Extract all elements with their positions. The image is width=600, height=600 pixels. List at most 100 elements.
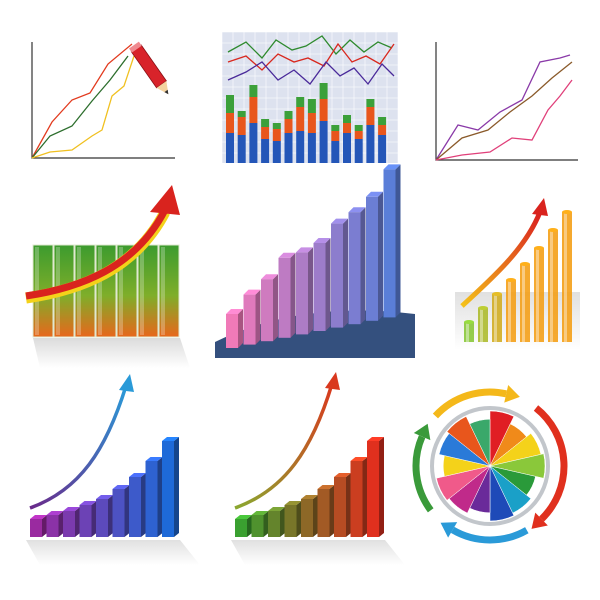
bar-shine [550,230,553,342]
bar-top [268,507,285,511]
shadow [231,540,405,565]
bar-front [162,441,174,537]
pie-ring [430,406,550,526]
icon-green-bars [231,372,405,565]
arrow-shaft [234,383,334,510]
bar-orange [237,117,246,135]
bar-blue [296,131,305,163]
arrow-green-head [413,423,431,441]
line-pink [435,79,573,161]
arrow-red [533,405,568,522]
bar-shine [480,308,483,342]
bar-green [249,85,258,97]
bar-blue [319,121,328,163]
bar-top [261,274,278,280]
pie-slice [436,465,491,501]
bar-top [30,515,47,519]
bar-front [348,212,361,325]
bar-front [145,461,158,537]
bar-front [367,441,379,537]
pie-slice [446,416,491,467]
bar-top [464,320,474,324]
bar-shine [522,264,525,342]
bar-top [79,501,97,505]
icon-line-pencil [31,41,175,159]
bar-orange [296,107,305,131]
bar-front [301,499,313,537]
bar-blue [249,123,258,163]
column-shine [77,247,81,335]
bar-top [331,218,348,224]
bar-side [313,495,318,537]
bar-side [157,457,163,537]
bar-blue [331,141,340,163]
bar-side [174,437,179,537]
bar-top [366,191,383,197]
bar-orange [284,119,293,133]
bar-front [268,511,280,537]
bar-top [278,252,296,258]
bar-side [263,511,269,537]
base [215,310,415,358]
bar [464,322,474,342]
bar [492,294,502,342]
bar-blue [378,135,387,163]
bar [506,280,516,342]
bar-orange [331,131,340,141]
bar-front [331,223,343,328]
bar-side [346,473,351,537]
pie-slice [489,465,515,522]
bar-blue [272,141,281,163]
bar-side [362,457,368,537]
icon-combo [221,31,399,163]
bar-front [366,196,378,321]
bar-front [284,505,297,537]
bar-side [124,485,130,537]
bar-side [296,501,302,537]
bar-blue [354,139,363,163]
bar-front [226,314,238,348]
arrow-shaft [29,385,128,510]
bar-front [350,461,363,537]
bar-orange [354,131,363,139]
column-shine [161,247,165,335]
shadow [26,540,200,565]
bar-front [235,519,247,537]
bar-top [534,246,544,250]
bar-top [162,437,179,441]
bar-side [273,274,278,342]
bar-front [313,243,326,331]
bar-blue [307,133,316,163]
bar-orange [249,97,258,123]
line-brown [435,61,573,161]
line-red [227,42,395,71]
bar-front [243,294,256,345]
bar-top [520,262,530,266]
bar-side [360,207,366,325]
bar-front [63,511,75,537]
bar-top [562,210,572,214]
bar-green [331,125,340,131]
line-purple [435,54,571,161]
bar-front [383,169,396,318]
bar-blue [366,125,375,163]
bar-front [278,257,291,338]
bar-shine [536,248,539,342]
line-green [227,35,393,59]
icon-blue-bars [26,374,200,565]
line-red [31,43,133,159]
bar-green [272,123,281,129]
bar-green [378,117,387,125]
column-shine [140,247,144,335]
column-shine [98,247,102,335]
bar-side [141,473,146,537]
bar-top [350,457,368,461]
bar-front [96,499,108,537]
arrow-shaft [460,211,543,308]
pie-slice [489,410,515,467]
bar-top [96,495,113,499]
bar-top [548,228,558,232]
bar-side [255,289,261,345]
icon-orange-bars [455,198,580,350]
bar-top [383,164,401,170]
